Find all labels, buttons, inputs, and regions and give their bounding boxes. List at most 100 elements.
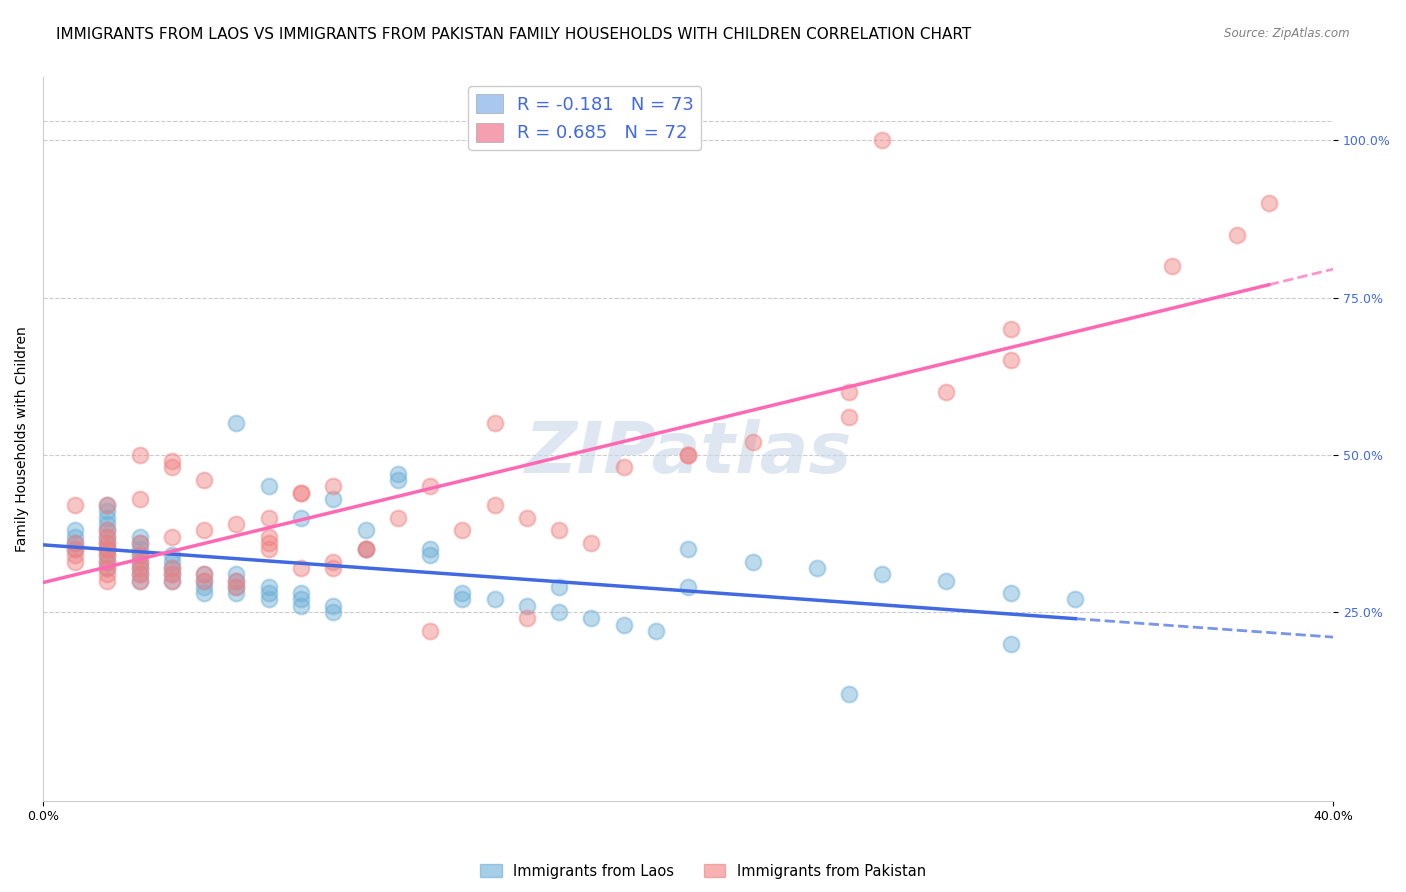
Point — [451, 524, 474, 538]
Point — [193, 580, 215, 594]
Point — [484, 498, 506, 512]
Point — [96, 555, 118, 569]
Point — [193, 473, 215, 487]
Point — [516, 611, 538, 625]
Legend: R = -0.181   N = 73, R = 0.685   N = 72: R = -0.181 N = 73, R = 0.685 N = 72 — [468, 87, 702, 150]
Point — [160, 567, 183, 582]
Point — [354, 542, 377, 557]
Point — [451, 586, 474, 600]
Point — [193, 567, 215, 582]
Point — [290, 599, 312, 613]
Point — [128, 448, 150, 462]
Point — [290, 485, 312, 500]
Point — [484, 592, 506, 607]
Point — [63, 536, 86, 550]
Point — [548, 580, 571, 594]
Point — [870, 133, 893, 147]
Point — [128, 530, 150, 544]
Point — [160, 549, 183, 563]
Point — [354, 524, 377, 538]
Point — [290, 510, 312, 524]
Point — [484, 417, 506, 431]
Point — [96, 530, 118, 544]
Point — [741, 435, 763, 450]
Point — [225, 574, 247, 588]
Point — [128, 555, 150, 569]
Point — [290, 485, 312, 500]
Point — [613, 617, 636, 632]
Point — [63, 524, 86, 538]
Point — [676, 542, 699, 557]
Point — [128, 549, 150, 563]
Point — [128, 561, 150, 575]
Point — [225, 567, 247, 582]
Point — [290, 586, 312, 600]
Point — [128, 549, 150, 563]
Point — [581, 611, 603, 625]
Point — [63, 536, 86, 550]
Point — [322, 599, 344, 613]
Point — [1000, 636, 1022, 650]
Point — [63, 498, 86, 512]
Point — [96, 530, 118, 544]
Legend: Immigrants from Laos, Immigrants from Pakistan: Immigrants from Laos, Immigrants from Pa… — [474, 858, 932, 885]
Point — [128, 574, 150, 588]
Point — [160, 567, 183, 582]
Point — [322, 561, 344, 575]
Point — [322, 605, 344, 619]
Point — [193, 574, 215, 588]
Point — [160, 530, 183, 544]
Point — [741, 555, 763, 569]
Point — [128, 574, 150, 588]
Point — [322, 555, 344, 569]
Point — [838, 687, 860, 701]
Point — [96, 549, 118, 563]
Point — [676, 448, 699, 462]
Point — [128, 561, 150, 575]
Text: Source: ZipAtlas.com: Source: ZipAtlas.com — [1225, 27, 1350, 40]
Point — [96, 510, 118, 524]
Point — [387, 473, 409, 487]
Point — [1000, 353, 1022, 368]
Point — [676, 448, 699, 462]
Point — [451, 592, 474, 607]
Point — [838, 384, 860, 399]
Point — [63, 542, 86, 557]
Point — [257, 510, 280, 524]
Point — [193, 567, 215, 582]
Point — [160, 561, 183, 575]
Point — [322, 491, 344, 506]
Text: IMMIGRANTS FROM LAOS VS IMMIGRANTS FROM PAKISTAN FAMILY HOUSEHOLDS WITH CHILDREN: IMMIGRANTS FROM LAOS VS IMMIGRANTS FROM … — [56, 27, 972, 42]
Point — [225, 580, 247, 594]
Point — [96, 561, 118, 575]
Point — [806, 561, 828, 575]
Point — [257, 592, 280, 607]
Point — [225, 580, 247, 594]
Point — [96, 536, 118, 550]
Point — [96, 524, 118, 538]
Point — [96, 498, 118, 512]
Text: ZIPatlas: ZIPatlas — [524, 419, 852, 488]
Point — [193, 574, 215, 588]
Point — [387, 510, 409, 524]
Point — [257, 586, 280, 600]
Point — [160, 555, 183, 569]
Point — [1000, 322, 1022, 336]
Point — [257, 530, 280, 544]
Point — [96, 574, 118, 588]
Point — [193, 586, 215, 600]
Point — [160, 460, 183, 475]
Point — [225, 586, 247, 600]
Point — [96, 549, 118, 563]
Point — [387, 467, 409, 481]
Point — [96, 542, 118, 557]
Point — [322, 479, 344, 493]
Point — [96, 504, 118, 518]
Point — [290, 592, 312, 607]
Point — [128, 555, 150, 569]
Point — [548, 605, 571, 619]
Point — [870, 567, 893, 582]
Point — [676, 580, 699, 594]
Point — [128, 567, 150, 582]
Point — [193, 524, 215, 538]
